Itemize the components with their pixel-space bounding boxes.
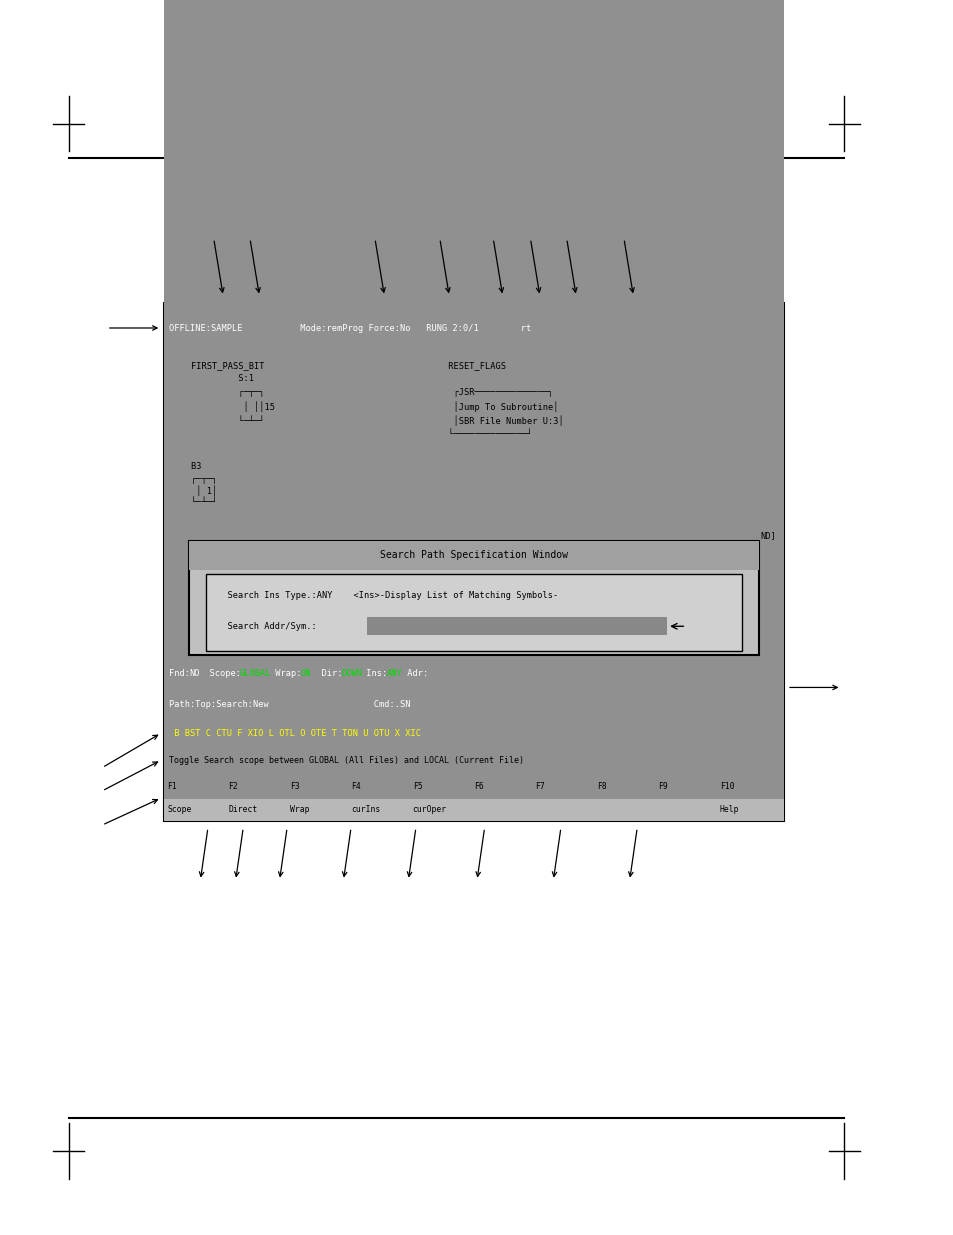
Text: F1: F1 [167, 782, 176, 790]
Bar [206, 574, 741, 651]
Text: ND]: ND] [760, 531, 776, 541]
Text: Dir:: Dir: [311, 669, 342, 678]
Text: F5: F5 [413, 782, 422, 790]
Bar [164, 532, 783, 541]
Text: Search Ins Type.:ANY    <Ins>-Display List of Matching Symbols-: Search Ins Type.:ANY <Ins>-Display List … [216, 592, 558, 600]
Text: │ 1│: │ 1│ [170, 485, 217, 496]
Bar [164, 720, 783, 746]
Text: ANY: ANY [386, 669, 402, 678]
Text: Search Addr/Sym.:: Search Addr/Sym.: [216, 621, 316, 631]
Text: Scope:: Scope: [199, 669, 241, 678]
Text: F8: F8 [597, 782, 606, 790]
Text: F9: F9 [658, 782, 667, 790]
Text: B BST C CTU F XIO L OTL O OTE T TON U OTU X XIC: B BST C CTU F XIO L OTL O OTE T TON U OT… [169, 729, 420, 737]
Text: Wrap:: Wrap: [270, 669, 301, 678]
Text: OFFLINE:SAMPLE           Mode:remProg Force:No   RUNG 2:0/1        rt: OFFLINE:SAMPLE Mode:remProg Force:No RUN… [169, 324, 531, 333]
Text: Adr:: Adr: [401, 669, 428, 678]
Text: Scope: Scope [167, 805, 192, 814]
Text: curOper: curOper [413, 805, 446, 814]
Text: Wrap: Wrap [290, 805, 309, 814]
Text: F2: F2 [229, 782, 238, 790]
Bar [164, 354, 783, 526]
Text: Search Path Specification Window: Search Path Specification Window [379, 551, 568, 561]
Text: ON: ON [300, 669, 311, 678]
Bar [164, 658, 783, 720]
Text: FIRST_PASS_BIT                                   RESET_FLAGS: FIRST_PASS_BIT RESET_FLAGS [170, 362, 506, 370]
Bar [367, 618, 666, 636]
Text: └─┴─┘                                    │SBR File Number U:3│: └─┴─┘ │SBR File Number U:3│ [170, 415, 563, 426]
Text: Ins:: Ins: [361, 669, 387, 678]
Bar [164, 746, 783, 774]
Bar [164, 303, 783, 354]
Text: F4: F4 [351, 782, 361, 790]
Text: │ ││15                                  │Jump To Subroutine│: │ ││15 │Jump To Subroutine│ [170, 401, 558, 411]
Text: ┌─┬─┐                                    ┌JSR──────────────┐: ┌─┬─┐ ┌JSR──────────────┐ [170, 388, 553, 396]
Text: F6: F6 [474, 782, 483, 790]
Text: ┌─┬─┐: ┌─┬─┐ [170, 475, 217, 484]
Text: B3: B3 [170, 462, 202, 471]
Text: Fnd:: Fnd: [169, 669, 190, 678]
Text: Direct: Direct [229, 805, 257, 814]
Bar [164, 0, 783, 799]
Text: F7: F7 [535, 782, 545, 790]
Text: NO: NO [189, 669, 199, 678]
Text: └──────────────┘: └──────────────┘ [170, 430, 532, 440]
Text: Toggle Search scope between GLOBAL (All Files) and LOCAL (Current File): Toggle Search scope between GLOBAL (All … [169, 756, 523, 764]
Text: F10: F10 [719, 782, 734, 790]
Text: Path:Top:Search:New                    Cmd:.SN: Path:Top:Search:New Cmd:.SN [169, 700, 410, 709]
Bar [164, 303, 783, 821]
Text: Help: Help [719, 805, 739, 814]
Text: F3: F3 [290, 782, 299, 790]
Text: S:1: S:1 [170, 374, 254, 383]
Bar [164, 774, 783, 821]
Text: └─┴─┘: └─┴─┘ [170, 498, 217, 506]
Bar [189, 541, 759, 569]
Text: DOWN: DOWN [340, 669, 361, 678]
Bar [189, 541, 759, 656]
Text: curIns: curIns [351, 805, 380, 814]
Text: GLOBAL: GLOBAL [239, 669, 271, 678]
